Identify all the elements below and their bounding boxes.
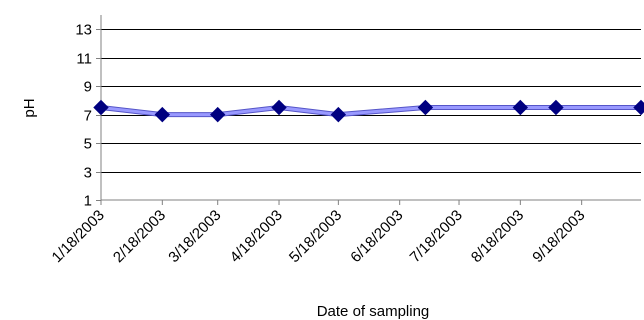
y-axis-title: pH	[21, 98, 38, 117]
y-tick-label: 13	[75, 22, 92, 39]
data-point-marker	[512, 99, 529, 116]
x-tick-label: 4/18/2003	[227, 207, 286, 266]
y-tick-label: 11	[76, 51, 92, 68]
data-point-marker	[209, 106, 226, 123]
y-tick-label: 7	[84, 108, 92, 125]
data-point-marker	[548, 99, 564, 116]
x-tick-label: 6/18/2003	[347, 207, 406, 266]
gridlines	[101, 29, 641, 173]
data-point-marker	[93, 99, 109, 116]
data-point-marker	[417, 99, 434, 116]
x-tick-label: 2/18/2003	[110, 207, 169, 266]
x-axis-title: Date of sampling	[317, 303, 430, 320]
y-tick-label: 9	[84, 79, 92, 96]
data-point-marker	[330, 106, 347, 123]
y-tick-label: 3	[84, 165, 92, 182]
x-tick-label: 5/18/2003	[286, 207, 345, 266]
markers	[93, 99, 644, 123]
y-tick-label: 1	[84, 193, 92, 210]
x-tick-label: 8/18/2003	[468, 207, 527, 266]
data-point-marker	[154, 106, 171, 123]
data-point-marker	[633, 99, 644, 116]
data-point-marker	[271, 99, 287, 116]
x-tick-label: 9/18/2003	[529, 207, 588, 266]
y-tick-label: 5	[84, 136, 92, 153]
x-tick-label: 3/18/2003	[165, 207, 224, 266]
x-tick-label: 1/18/2003	[49, 207, 108, 266]
x-tick-label: 7/18/2003	[407, 207, 466, 266]
